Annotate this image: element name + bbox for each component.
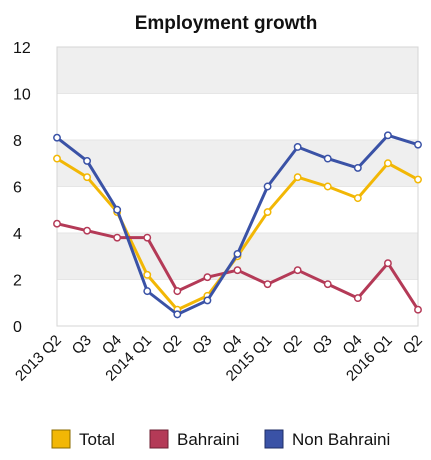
data-point (293, 173, 302, 182)
data-point (263, 280, 272, 289)
data-point (173, 310, 182, 319)
data-point (53, 154, 61, 163)
series-non-bahraini (53, 131, 422, 319)
data-point (263, 208, 272, 217)
data-point (113, 233, 122, 242)
legend-label-total: Total (79, 430, 115, 449)
y-tick-label: 8 (13, 133, 22, 150)
y-tick-label: 12 (13, 40, 31, 57)
data-point (414, 140, 422, 149)
data-point (83, 226, 92, 235)
x-tick-label: Q2 (400, 332, 426, 358)
data-point (293, 266, 302, 275)
data-point (143, 287, 152, 296)
legend-item-non-bahraini[interactable]: Non Bahraini (264, 429, 390, 449)
legend-swatch-total (51, 429, 71, 449)
x-tick-label: Q2 (279, 332, 305, 358)
data-point (323, 182, 332, 191)
data-point (414, 305, 422, 314)
plot-frame (56, 46, 419, 327)
legend-swatch-bahraini (149, 429, 169, 449)
series-layer (53, 131, 422, 319)
grid-band (57, 140, 418, 187)
data-point (143, 233, 152, 242)
data-point (143, 270, 152, 279)
gridlines (56, 46, 419, 327)
data-point (383, 159, 392, 168)
y-tick-label: 0 (13, 319, 22, 336)
data-point (233, 266, 242, 275)
data-point (83, 156, 92, 165)
legend-swatch-non-bahraini (264, 429, 284, 449)
y-axis: 0 2 4 6 8 10 12 (13, 40, 31, 336)
data-point (203, 273, 212, 282)
data-point (83, 173, 92, 182)
data-point (233, 249, 242, 258)
x-tick-label: 2013 Q2 (12, 332, 65, 385)
data-point (353, 294, 362, 303)
data-point (263, 182, 272, 191)
x-tick-label: Q3 (69, 332, 95, 358)
grid-band (57, 47, 418, 94)
data-point (113, 205, 122, 214)
y-tick-label: 4 (13, 226, 22, 243)
series-bahraini (53, 219, 422, 314)
legend-item-bahraini[interactable]: Bahraini (149, 429, 239, 449)
y-tick-label: 6 (13, 180, 22, 197)
data-point (203, 296, 212, 305)
legend-item-total[interactable]: Total (51, 429, 115, 449)
y-tick-label: 10 (13, 87, 31, 104)
legend-label-bahraini: Bahraini (177, 430, 239, 449)
data-point (383, 131, 392, 140)
data-point (353, 194, 362, 203)
data-point (53, 219, 61, 228)
data-point (53, 133, 61, 142)
data-point (383, 259, 392, 268)
data-point (293, 143, 302, 151)
x-tick-label: Q3 (309, 332, 335, 358)
y-tick-label: 2 (13, 273, 22, 290)
data-point (353, 163, 362, 172)
x-tick-label: Q2 (159, 332, 185, 358)
data-point (414, 175, 422, 184)
data-point (173, 287, 182, 296)
x-tick-label: Q3 (189, 332, 215, 358)
data-point (323, 154, 332, 163)
data-point (323, 280, 332, 289)
legend-label-non-bahraini: Non Bahraini (292, 430, 390, 449)
legend: Total Bahraini Non Bahraini (51, 429, 390, 449)
chart-title: Employment growth (135, 13, 318, 34)
